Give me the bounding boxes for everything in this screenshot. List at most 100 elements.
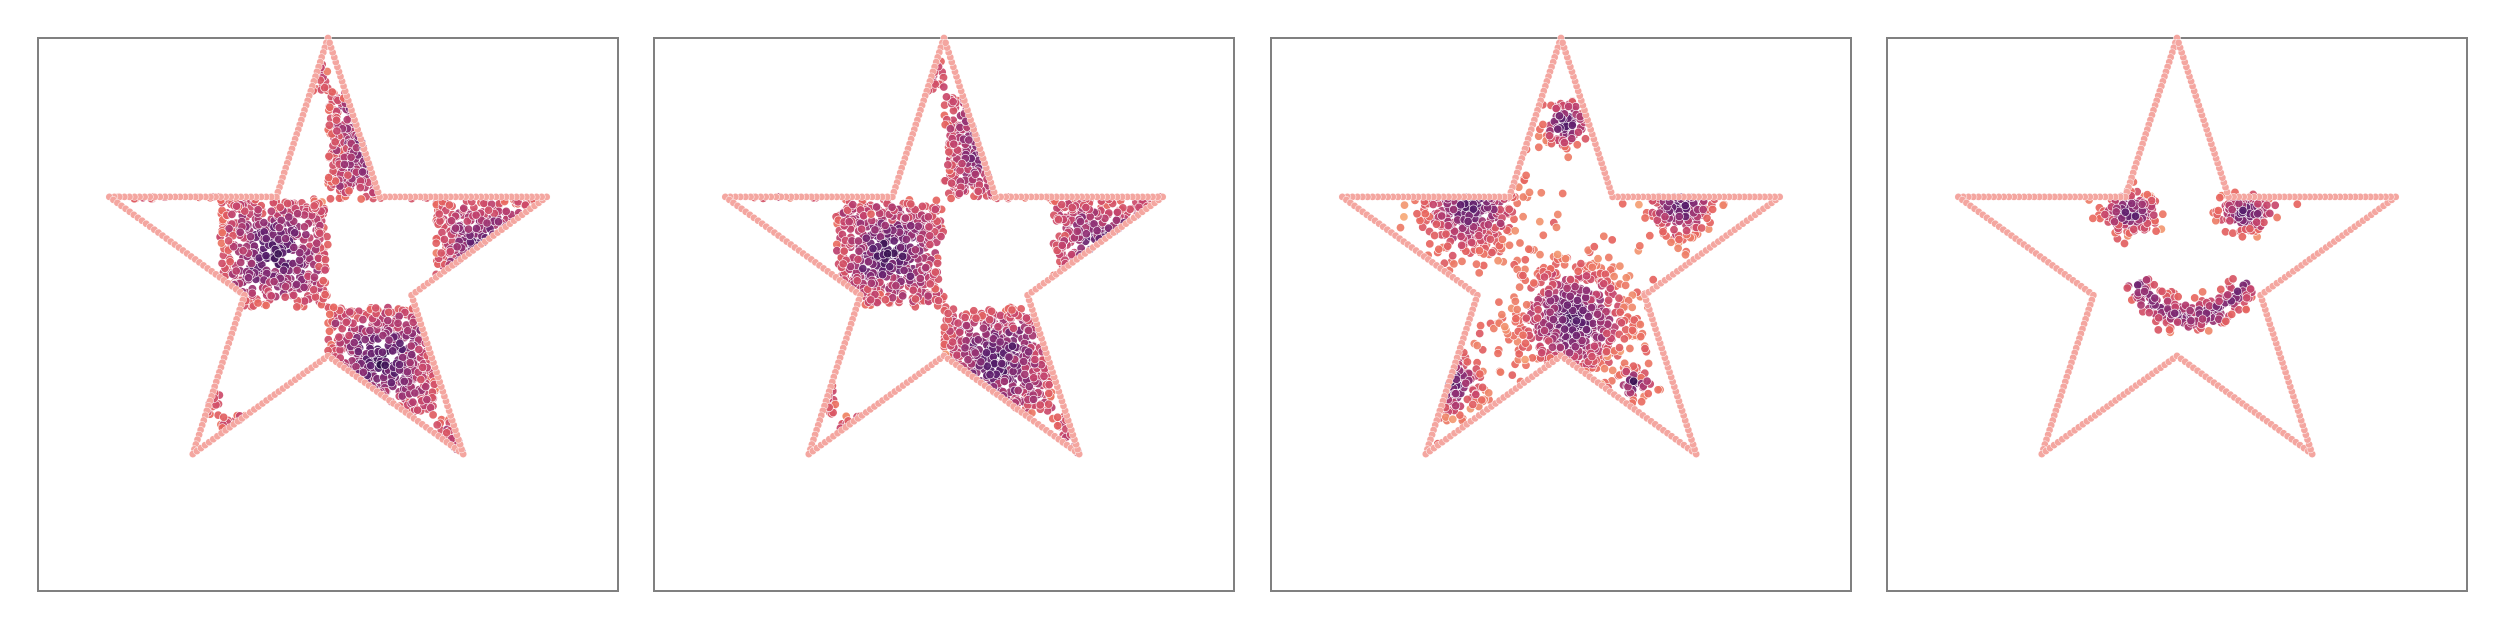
scatter-point (1581, 134, 1591, 144)
scatter-point (1004, 352, 1014, 362)
scatter-point (1518, 212, 1528, 222)
scatter-point (1562, 283, 1572, 293)
scatter-point (266, 206, 276, 216)
scatter-point (978, 323, 988, 333)
scatter-point (910, 245, 920, 255)
scatter-point (925, 231, 935, 241)
scatter-point (232, 201, 242, 211)
scatter-point (839, 246, 849, 256)
scatter-point (327, 87, 337, 97)
scatter-point (219, 412, 229, 422)
scatter-point (973, 186, 983, 196)
scatter-point (1567, 120, 1577, 130)
scatter-point (1057, 240, 1067, 250)
scatter-point (428, 410, 438, 420)
scatter-point (1510, 226, 1520, 236)
scatter-point (344, 186, 354, 196)
scatter-point (1589, 242, 1599, 252)
scatter-point (1081, 203, 1091, 213)
scatter-point (838, 259, 848, 269)
scatter-point (1474, 231, 1484, 241)
scatter-point (896, 243, 906, 253)
scatter-point (324, 120, 334, 130)
scatter-point (1448, 414, 1458, 424)
scatter-point (384, 335, 394, 345)
scatter-point (859, 211, 869, 221)
scatter-point (923, 212, 933, 222)
scatter-point (1582, 325, 1592, 335)
scatter-point (436, 248, 446, 258)
scatter-point (1599, 279, 1609, 289)
scatter-point (341, 317, 351, 327)
scatter-point (1035, 400, 1045, 410)
scatter-point (217, 258, 227, 268)
scatter-point (274, 223, 284, 233)
scatter-point (925, 240, 935, 250)
scatter-point (388, 346, 398, 356)
scatter-point (1587, 352, 1597, 362)
scatter-point (1625, 343, 1635, 353)
scatter-point (1504, 204, 1514, 214)
scatter-point (971, 313, 981, 323)
scatter-point (999, 376, 1009, 386)
scatter-point (944, 147, 954, 157)
scatter-point (1576, 259, 1586, 269)
scatter-point (1618, 199, 1628, 209)
scatter-point (960, 343, 970, 353)
scatter-point (1113, 207, 1123, 217)
scatter-point (1669, 225, 1679, 235)
scatter-point (325, 194, 335, 204)
scatter-point (993, 322, 1003, 332)
scatter-point (1534, 142, 1544, 152)
scatter-point (1457, 256, 1467, 266)
scatter-point (1602, 347, 1612, 357)
scatter-point (976, 357, 986, 367)
scatter-point (324, 151, 334, 161)
scatter-point (878, 270, 888, 280)
scatter-point (1600, 364, 1610, 374)
scatter-point (445, 247, 455, 257)
scatter-point (320, 83, 330, 93)
scatter-point (1500, 322, 1510, 332)
scatter-point (1548, 314, 1558, 324)
scatter-point (1553, 124, 1563, 134)
scatter-point (1019, 356, 1029, 366)
scatter-point (1718, 200, 1728, 210)
scatter-point (1044, 388, 1054, 398)
scatter-point (273, 249, 283, 259)
scatter-point (933, 258, 943, 268)
scatter-point (889, 236, 899, 246)
scatter-point (1029, 373, 1039, 383)
scatter-point (1680, 201, 1690, 211)
scatter-point (402, 367, 412, 377)
scatter-point (954, 189, 964, 199)
scatter-point (1412, 209, 1422, 219)
scatter-point (1053, 412, 1063, 422)
scatter-point (280, 292, 290, 302)
scatter-point (1520, 255, 1530, 265)
scatter-point (1555, 111, 1565, 121)
scatter-point (872, 202, 882, 212)
scatter-point (309, 285, 319, 295)
scatter-point (949, 139, 959, 149)
scatter-point (290, 228, 300, 238)
scatter-point (1030, 355, 1040, 365)
scatter-point (1512, 304, 1522, 314)
scatter-point (1615, 307, 1625, 317)
scatter-point (1024, 325, 1034, 335)
scatter-point (1561, 254, 1571, 264)
scatter-point (866, 209, 876, 219)
scatter-point (1604, 253, 1614, 263)
scatter-point (973, 335, 983, 345)
scatter-point (231, 266, 241, 276)
scatter-point (1474, 246, 1484, 256)
scatter-point (1522, 300, 1532, 310)
scatter-point (945, 124, 955, 134)
scatter-point (1420, 209, 1430, 219)
scatter-point (289, 243, 299, 253)
scatter-point (915, 234, 925, 244)
scatter-point (1553, 210, 1563, 220)
scatter-point (1493, 256, 1503, 266)
scatter-point (247, 259, 257, 269)
scatter-point (259, 218, 269, 228)
